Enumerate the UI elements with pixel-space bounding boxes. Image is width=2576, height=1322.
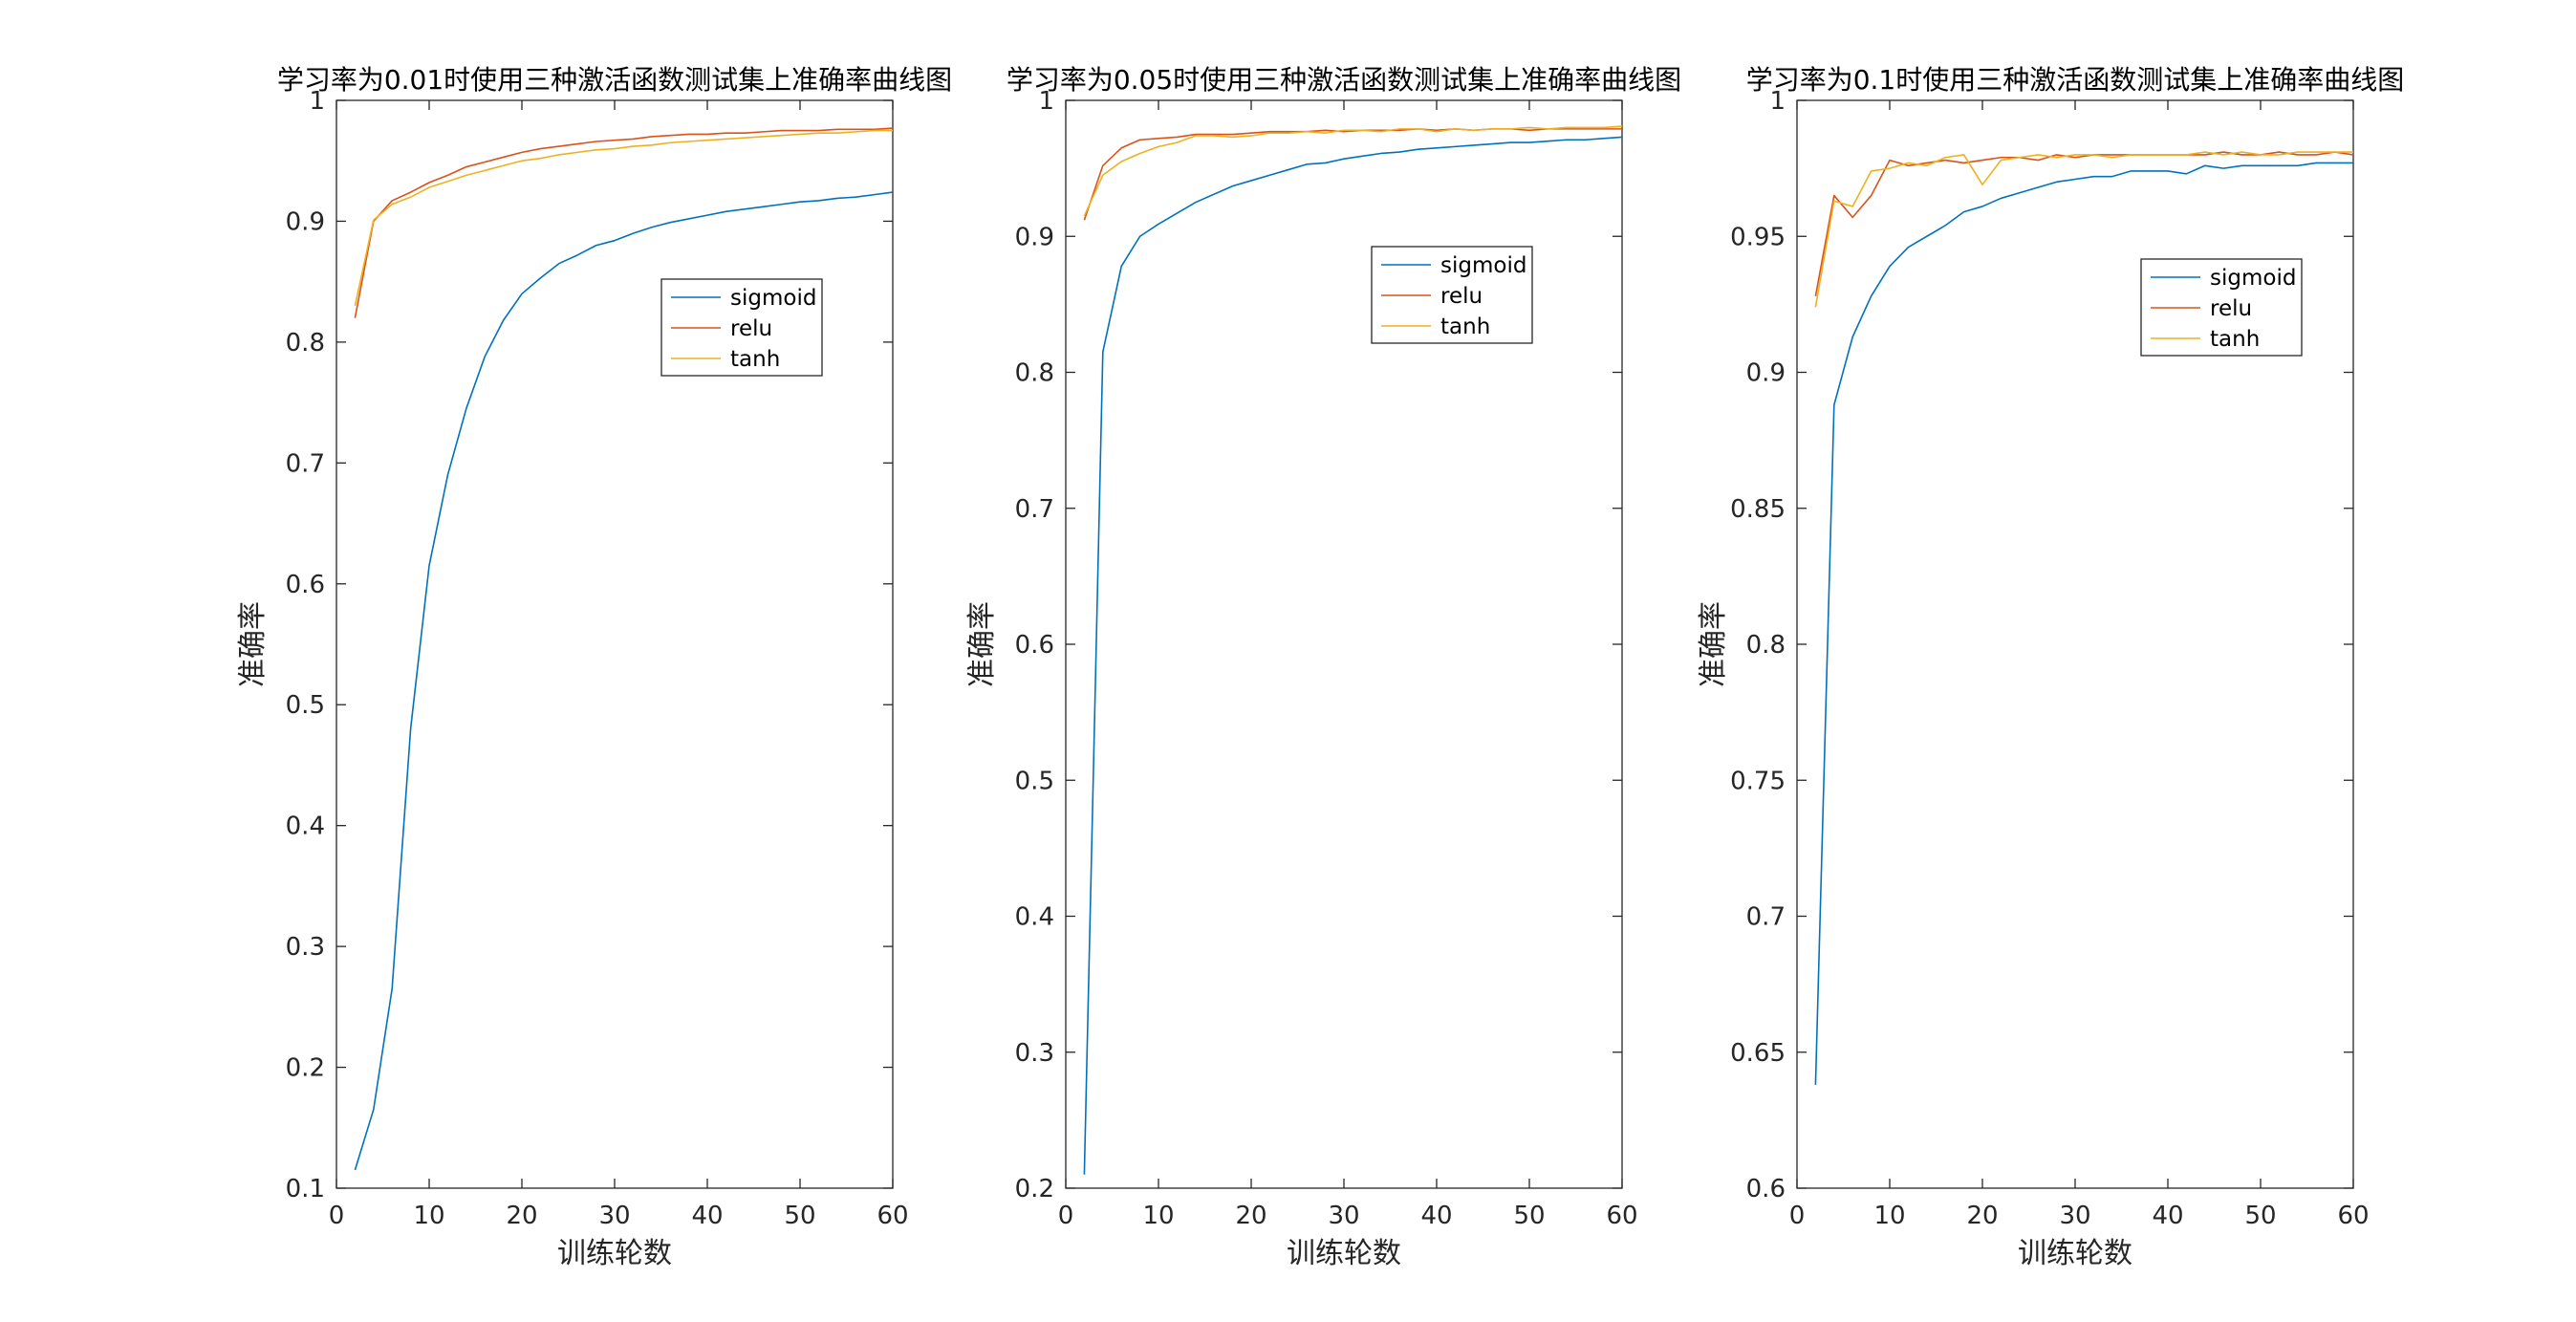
chart-1-y-tick-label: 0.3 [286, 933, 325, 962]
chart-2-y-tick-label: 0.7 [1015, 495, 1054, 524]
chart-2-x-tick-label: 10 [1142, 1202, 1174, 1230]
chart-2-x-tick-label: 30 [1328, 1202, 1359, 1230]
chart-2-series-sigmoid [1083, 136, 1623, 1175]
chart-3-x-tick-label: 30 [2059, 1202, 2090, 1230]
chart-2-legend-label-sigmoid: sigmoid [1440, 253, 1526, 278]
chart-2-y-tick-label: 0.8 [1015, 359, 1054, 388]
chart-3-y-axis-title: 准确率 [1697, 601, 1730, 687]
chart-3-legend-label-tanh: tanh [2210, 327, 2260, 352]
chart-1-series-sigmoid [354, 191, 894, 1171]
chart-3-x-tick-label: 60 [2337, 1202, 2369, 1230]
chart-3-x-tick-label: 0 [1789, 1202, 1806, 1230]
chart-1-y-tick-label: 0.1 [286, 1175, 325, 1203]
chart-1-legend-label-tanh: tanh [730, 347, 780, 372]
chart-1-x-tick-label: 60 [877, 1202, 908, 1230]
chart-1-x-tick-label: 10 [413, 1202, 444, 1230]
chart-1-y-tick-label: 0.4 [286, 813, 325, 841]
chart-2-title: 学习率为0.05时使用三种激活函数测试集上准确率曲线图 [1007, 64, 1681, 96]
chart-2-legend-label-tanh: tanh [1440, 314, 1490, 339]
chart-2-y-tick-label: 0.2 [1015, 1175, 1054, 1203]
chart-1-x-tick-label: 40 [691, 1202, 723, 1230]
chart-3-legend-label-relu: relu [2210, 296, 2252, 321]
chart-3-y-tick-label: 0.9 [1746, 359, 1786, 388]
chart-3-y-tick-label: 0.7 [1746, 903, 1786, 932]
chart-1-x-tick-label: 20 [506, 1202, 537, 1230]
chart-1-y-tick-label: 1 [309, 87, 325, 116]
chart-2: 0 10 20 30 40 50 60 0.2 0.3 0.4 0.5 0.6 0.7 0.8 0.9 1 训练… [965, 64, 1681, 1270]
chart-2-y-tick-label: 0.3 [1015, 1039, 1054, 1068]
chart-2-legend: sigmoid relu tanh [1371, 246, 1533, 344]
chart-3-x-tick-label: 40 [2152, 1202, 2183, 1230]
chart-3-series-tanh [1814, 151, 2353, 308]
chart-1-y-tick-label: 0.9 [286, 207, 325, 236]
chart-2-x-tick-label: 50 [1513, 1202, 1545, 1230]
chart-1-y-tick-label: 0.5 [286, 691, 325, 720]
chart-3-x-tick-label: 20 [1966, 1202, 1998, 1230]
chart-1-y-tick-label: 0.2 [286, 1054, 325, 1083]
chart-1-legend: sigmoid relu tanh [660, 278, 823, 377]
chart-3-y-tick-label: 0.65 [1730, 1039, 1786, 1068]
chart-2-x-tick-label: 40 [1420, 1202, 1452, 1230]
chart-1-series-tanh [354, 129, 893, 307]
chart-1-title: 学习率为0.01时使用三种激活函数测试集上准确率曲线图 [277, 64, 952, 96]
chart-2-y-axis-title: 准确率 [965, 601, 999, 687]
chart-1: 0 10 20 30 40 50 60 0.1 0.2 0.3 0.4 0.5 0.6 0.7 0.8 0.9… [236, 64, 952, 1270]
chart-1-x-axis-title: 训练轮数 [557, 1237, 672, 1270]
chart-3-legend: sigmoid relu tanh [2140, 258, 2303, 357]
chart-3-y-tick-label: 0.75 [1730, 767, 1786, 795]
chart-3-x-tick-label: 10 [1873, 1202, 1905, 1230]
chart-3-y-tick-label: 1 [1769, 87, 1786, 116]
chart-3-y-tick-label: 0.8 [1746, 631, 1786, 660]
chart-1-x-tick-label: 30 [598, 1202, 630, 1230]
chart-2-y-tick-label: 1 [1038, 87, 1054, 116]
chart-3-title: 学习率为0.1时使用三种激活函数测试集上准确率曲线图 [1746, 64, 2405, 96]
chart-1-x-tick-label: 50 [784, 1202, 815, 1230]
chart-1-y-axis-title: 准确率 [236, 601, 270, 687]
chart-2-legend-label-relu: relu [1440, 284, 1483, 309]
chart-3: 0 10 20 30 40 50 60 0.6 0.65 0.7 0.75 0.8 0.85 0.9 0.9… [1697, 64, 2404, 1270]
chart-2-y-tick-label: 0.4 [1015, 903, 1054, 932]
chart-2-y-tick-label: 0.6 [1015, 631, 1054, 660]
chart-3-x-axis-title: 训练轮数 [2018, 1237, 2132, 1270]
chart-2-series-tanh [1083, 125, 1623, 217]
chart-3-y-tick-label: 0.85 [1730, 495, 1786, 524]
chart-1-y-tick-label: 0.7 [286, 449, 325, 478]
chart-1-legend-label-sigmoid: sigmoid [730, 286, 816, 311]
chart-3-series-sigmoid [1814, 162, 2353, 1085]
chart-2-x-axis-title: 训练轮数 [1287, 1237, 1401, 1270]
chart-1-x-tick-label: 0 [329, 1202, 345, 1230]
chart-1-series-relu [354, 127, 894, 318]
chart-2-y-tick-label: 0.5 [1015, 767, 1054, 795]
chart-2-x-tick-label: 60 [1606, 1202, 1637, 1230]
chart-2-x-tick-label: 0 [1058, 1202, 1074, 1230]
chart-1-y-tick-label: 0.6 [286, 571, 325, 599]
chart-3-y-tick-label: 0.95 [1730, 223, 1786, 251]
chart-2-x-tick-label: 20 [1235, 1202, 1266, 1230]
chart-2-y-tick-label: 0.9 [1015, 223, 1054, 251]
chart-3-x-tick-label: 50 [2244, 1202, 2276, 1230]
chart-2-plot-area [1065, 99, 1623, 1189]
chart-3-y-tick-label: 0.6 [1746, 1175, 1786, 1203]
chart-3-legend-box [2140, 258, 2303, 357]
chart-3-legend-label-sigmoid: sigmoid [2210, 266, 2296, 291]
chart-1-legend-label-relu: relu [730, 316, 772, 341]
chart-1-y-tick-label: 0.8 [286, 329, 325, 358]
